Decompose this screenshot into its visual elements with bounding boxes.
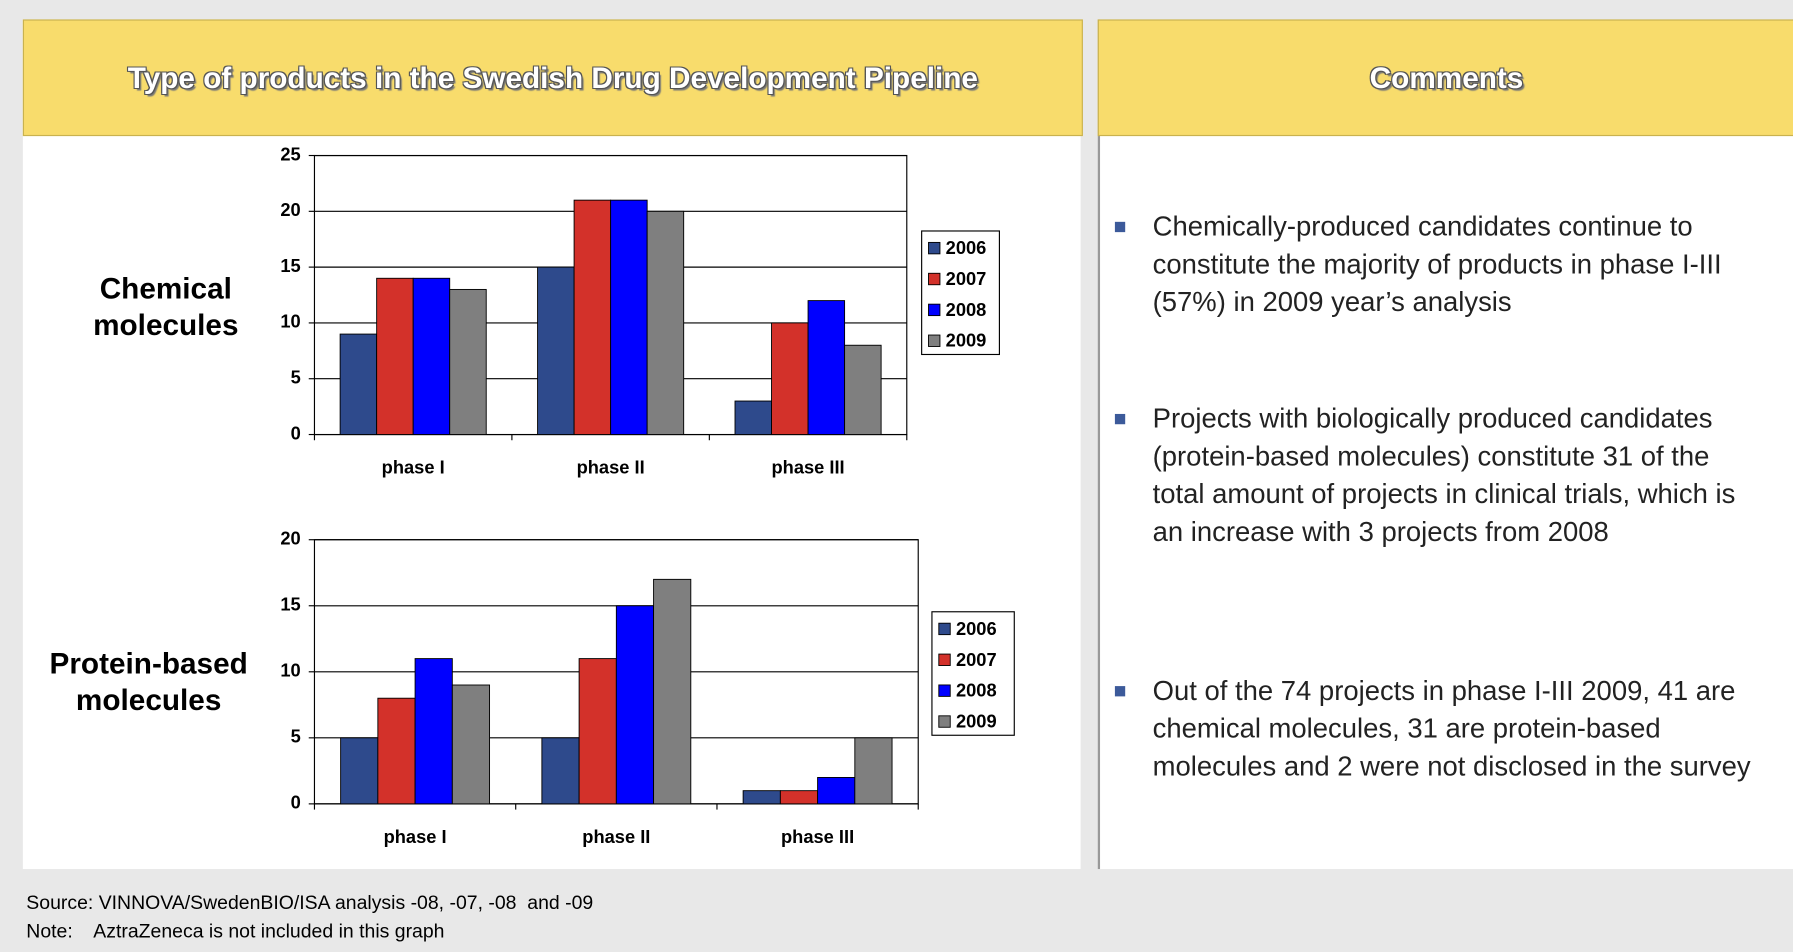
bar bbox=[377, 697, 416, 805]
x-tick-label: phase II bbox=[582, 826, 650, 847]
bar bbox=[742, 790, 781, 805]
y-tick-label: 5 bbox=[291, 367, 301, 388]
legend-label: 2008 bbox=[946, 299, 987, 320]
legend-label: 2007 bbox=[946, 268, 987, 289]
bullet bbox=[1114, 221, 1126, 233]
x-tick-label: phase I bbox=[384, 826, 447, 847]
bullet bbox=[1114, 686, 1126, 697]
bar bbox=[339, 333, 378, 435]
bar bbox=[573, 199, 612, 435]
left-panel bbox=[22, 19, 1081, 870]
bar bbox=[615, 605, 655, 805]
bar bbox=[412, 277, 451, 435]
y-tick-label: 25 bbox=[280, 143, 300, 164]
bar bbox=[451, 684, 491, 805]
left-title: Type of products in the Swedish Drug Dev… bbox=[22, 19, 1083, 137]
legend-swatch bbox=[928, 241, 941, 255]
bar bbox=[449, 288, 487, 435]
bar bbox=[376, 277, 414, 435]
bar bbox=[817, 777, 856, 805]
bar bbox=[854, 737, 893, 805]
comment: Chemically-produced candidates continue … bbox=[1114, 208, 1755, 321]
source-note: Source: VINNOVA/SwedenBIO/ISA analysis -… bbox=[26, 891, 594, 914]
legend-swatch bbox=[928, 272, 941, 286]
y-tick-label: 10 bbox=[280, 311, 300, 332]
x-tick-label: phase III bbox=[781, 826, 854, 847]
note: Note: AztraZeneca is not included in thi… bbox=[26, 920, 445, 943]
comment-text: Out of the 74 projects in phase I-III 20… bbox=[1152, 675, 1751, 783]
bar bbox=[610, 199, 648, 435]
bar bbox=[807, 300, 846, 435]
bar bbox=[653, 578, 692, 805]
legend-label: 2008 bbox=[956, 680, 997, 701]
bar bbox=[844, 344, 882, 435]
bar bbox=[646, 210, 685, 435]
bar bbox=[734, 400, 772, 435]
bar bbox=[414, 658, 453, 805]
bar bbox=[578, 658, 617, 805]
right-panel bbox=[1097, 19, 1793, 870]
legend-swatch bbox=[928, 334, 941, 347]
x-tick-label: phase I bbox=[382, 457, 445, 478]
right-title-text: Comments bbox=[1369, 60, 1524, 95]
x-tick-label: phase III bbox=[771, 457, 844, 478]
bar bbox=[541, 737, 580, 805]
right-title: Comments bbox=[1097, 19, 1793, 137]
legend-label: 2006 bbox=[956, 618, 997, 639]
bar bbox=[771, 322, 809, 435]
legend-swatch bbox=[938, 715, 951, 728]
legend-swatch bbox=[938, 622, 951, 636]
legend-swatch bbox=[938, 653, 951, 666]
comment-text: Chemically-produced candidates continue … bbox=[1152, 211, 1722, 318]
legend-label: 2007 bbox=[956, 649, 997, 670]
legend-swatch bbox=[938, 684, 951, 697]
y-tick-label: 0 bbox=[291, 792, 301, 813]
y-tick-label: 20 bbox=[280, 199, 300, 220]
comment: Projects with biologically produced cand… bbox=[1114, 400, 1755, 551]
left-title-text: Type of products in the Swedish Drug Dev… bbox=[127, 60, 978, 95]
legend-swatch bbox=[928, 303, 941, 317]
legend-label: 2009 bbox=[946, 330, 987, 351]
row-label: Chemical molecules bbox=[93, 271, 239, 342]
y-tick-label: 0 bbox=[291, 422, 301, 443]
bar bbox=[340, 737, 379, 805]
y-tick-label: 5 bbox=[291, 726, 301, 747]
bar bbox=[537, 266, 575, 435]
bar bbox=[779, 790, 819, 805]
y-tick-label: 15 bbox=[280, 594, 300, 615]
legend-label: 2009 bbox=[956, 711, 997, 732]
comment-text: Projects with biologically produced cand… bbox=[1152, 403, 1736, 548]
x-tick-label: phase II bbox=[577, 457, 645, 478]
y-tick-label: 15 bbox=[280, 255, 300, 276]
y-tick-label: 10 bbox=[280, 660, 300, 681]
legend-label: 2006 bbox=[946, 237, 987, 258]
comment: Out of the 74 projects in phase I-III 20… bbox=[1114, 672, 1755, 785]
bullet bbox=[1114, 413, 1126, 425]
row-label: Protein-based molecules bbox=[49, 646, 248, 717]
y-tick-label: 20 bbox=[280, 528, 300, 549]
